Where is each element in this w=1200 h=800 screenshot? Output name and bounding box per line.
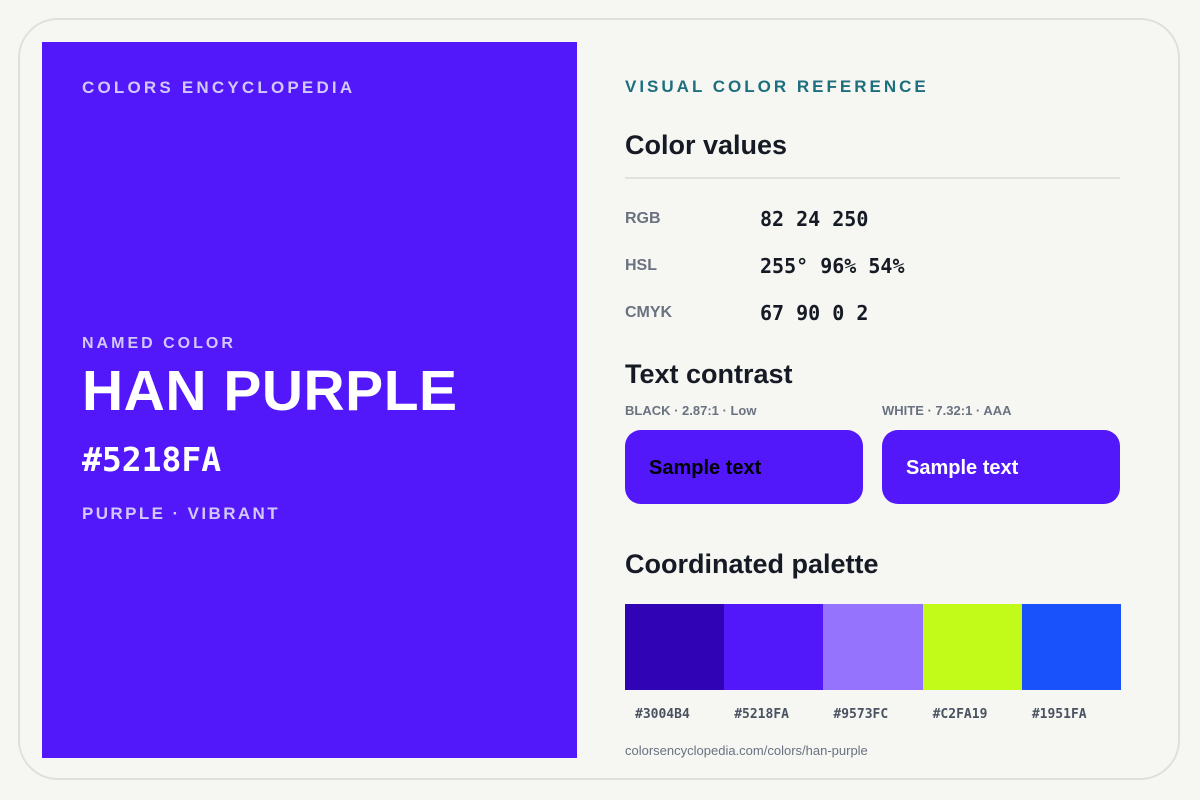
sample-black-text: Sample text (625, 430, 863, 504)
named-color-label: NAMED COLOR (82, 335, 236, 352)
contrast-label-black: BLACK · 2.87:1 · Low (625, 403, 757, 418)
value-text: 82 24 250 (760, 207, 869, 231)
reference-panel: VISUAL COLOR REFERENCE Color values RGB … (625, 42, 1122, 758)
color-hex: #5218FA (82, 440, 222, 479)
brand-label: COLORS ENCYCLOPEDIA (82, 78, 356, 97)
value-text: 67 90 0 2 (760, 301, 869, 325)
palette-hex-label: #9573FC (833, 707, 889, 722)
contrast-label-white: WHITE · 7.32:1 · AAA (882, 403, 1012, 418)
value-key: RGB (625, 210, 661, 227)
color-values-title: Color values (625, 130, 788, 160)
reference-eyebrow: VISUAL COLOR REFERENCE (625, 77, 929, 96)
value-row-hsl: HSL 255° 96% 54% (625, 254, 1120, 278)
palette-hex-label: #3004B4 (635, 707, 690, 722)
palette-labels: #3004B4 #5218FA #9573FC #C2FA19 #1951FA (625, 707, 1121, 722)
color-tags: PURPLE · VIBRANT (82, 504, 281, 523)
color-name: HAN PURPLE (82, 359, 458, 423)
sample-text: Sample text (906, 457, 1019, 479)
sample-white-text: Sample text (882, 430, 1120, 504)
palette-hex-label: #C2FA19 (932, 707, 988, 722)
value-row-rgb: RGB 82 24 250 (625, 207, 1120, 231)
palette-title: Coordinated palette (625, 549, 879, 579)
palette-strip (625, 604, 1122, 690)
palette-swatch (625, 604, 725, 690)
palette-hex-label: #5218FA (734, 707, 789, 722)
palette-hex-label: #1951FA (1031, 707, 1087, 722)
value-key: HSL (625, 257, 657, 274)
sample-text: Sample text (649, 457, 762, 479)
value-row-cmyk: CMYK 67 90 0 2 (625, 301, 1120, 325)
palette-swatch (922, 604, 1022, 690)
value-key: CMYK (625, 304, 673, 321)
text-contrast-title: Text contrast (625, 359, 793, 389)
color-hero-panel: COLORS ENCYCLOPEDIA NAMED COLOR HAN PURP… (42, 42, 577, 758)
value-text: 255° 96% 54% (760, 254, 905, 278)
palette-swatch (724, 604, 824, 690)
palette-swatch (1021, 604, 1122, 690)
palette-swatch (823, 604, 923, 690)
source-url: colorsencyclopedia.com/colors/han-purple (625, 743, 868, 758)
values-divider (625, 177, 1120, 179)
